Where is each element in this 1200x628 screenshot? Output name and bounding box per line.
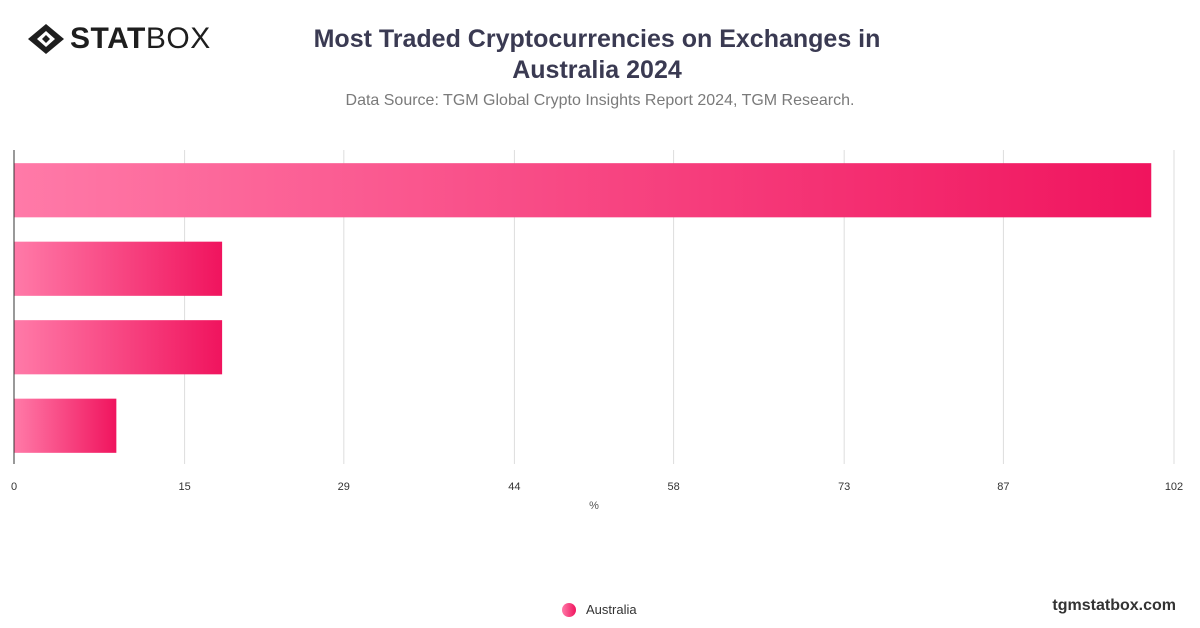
chart-title: Most Traded Cryptocurrencies on Exchange… (0, 24, 1194, 86)
x-axis-label: % (589, 500, 599, 512)
statbox-logo: STATBOX (26, 22, 211, 56)
legend-label: Australia (586, 602, 637, 617)
bar (14, 163, 1152, 218)
brand-url: tgmstatbox.com (1052, 597, 1176, 614)
diamond-logo-icon (28, 24, 64, 54)
legend-marker (562, 602, 576, 617)
x-tick-label: 44 (508, 481, 520, 493)
x-tick-label: 15 (178, 481, 190, 493)
bar-chart: 0 15 29 44 58 73 87 102 % (11, 150, 1183, 512)
x-tick-label: 0 (11, 481, 17, 493)
logo-bold-text: STAT (70, 22, 146, 55)
x-tick-label: 102 (1165, 481, 1183, 493)
chart-subtitle: Data Source: TGM Global Crypto Insights … (345, 92, 855, 109)
bar (14, 241, 223, 296)
x-tick-label: 58 (667, 481, 679, 493)
logo-light-text: BOX (145, 22, 211, 55)
bar (14, 320, 223, 375)
chart-title-line: Australia 2024 (512, 56, 682, 84)
x-tick-label: 87 (997, 481, 1009, 493)
chart-title-line: Most Traded Cryptocurrencies on Exchange… (313, 25, 881, 53)
x-tick-label: 73 (838, 481, 850, 493)
legend: Australia (562, 602, 637, 617)
x-tick-label: 29 (338, 481, 350, 493)
bar (14, 398, 117, 453)
